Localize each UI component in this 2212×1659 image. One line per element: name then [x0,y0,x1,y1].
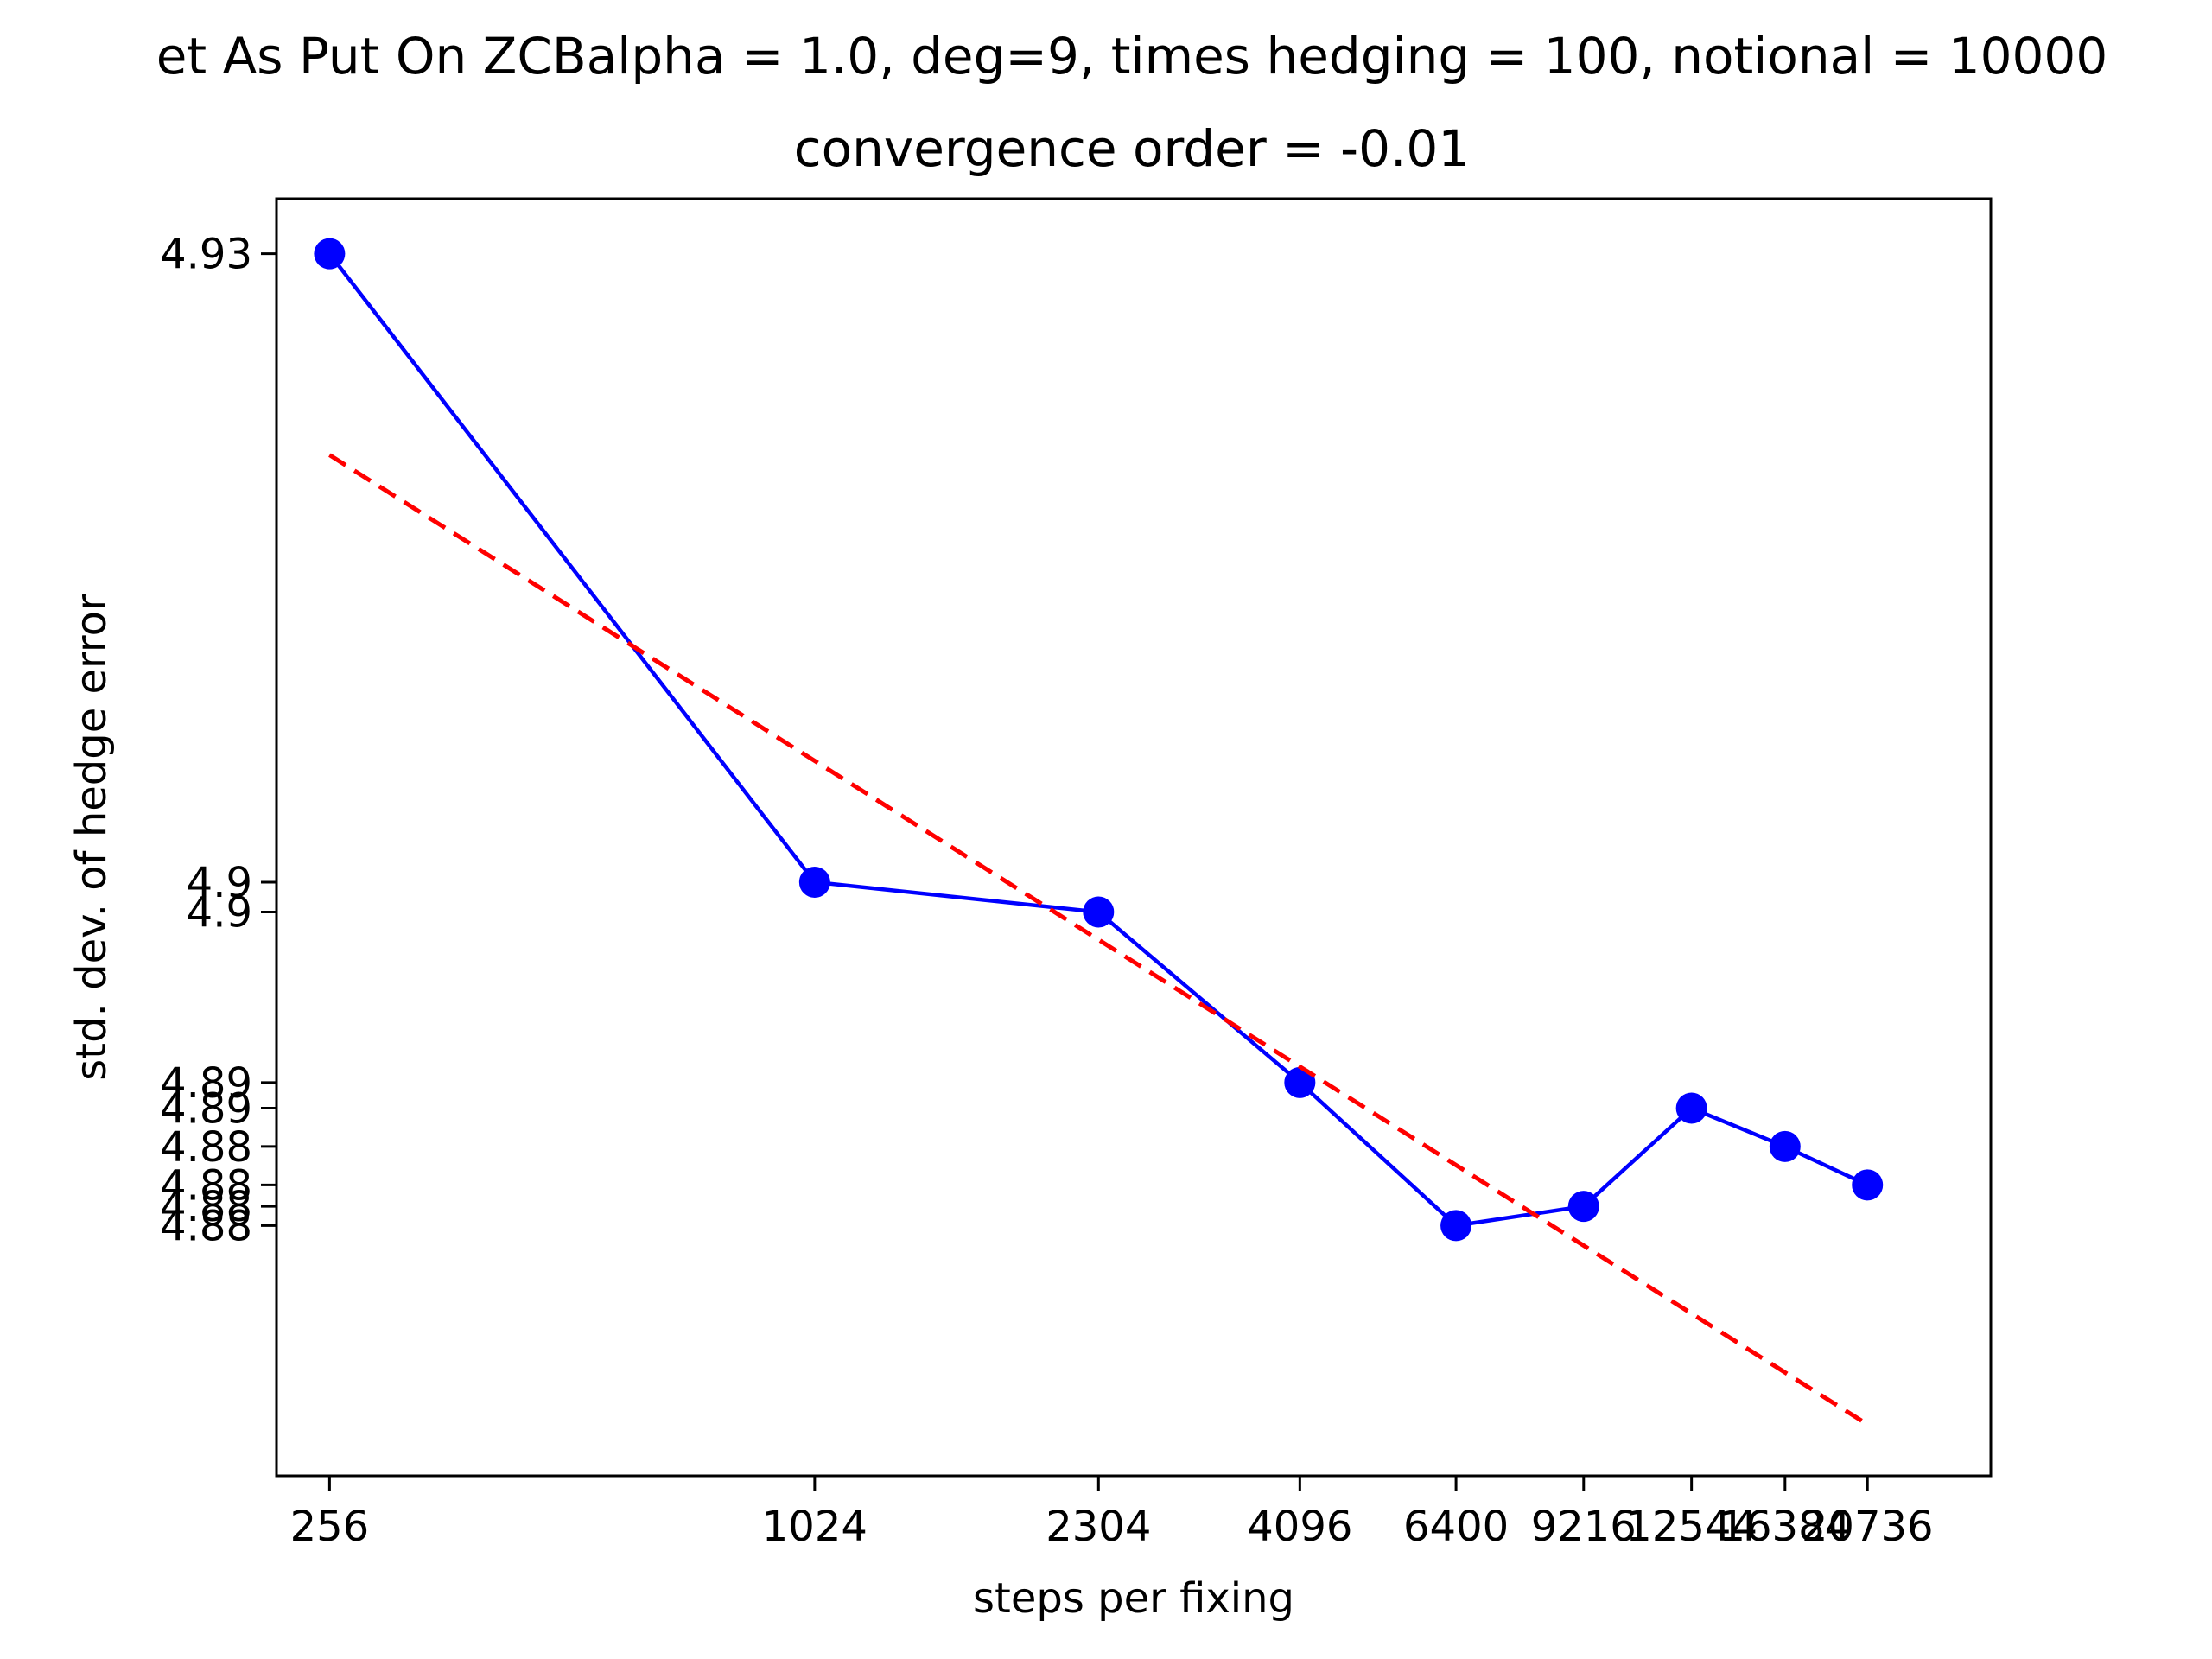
x-tick-label: 1024 [762,1503,868,1551]
data-point [314,238,346,270]
y-tick-label: 4.88 [160,1183,252,1231]
y-axis-label: std. dev. of hedge error [67,594,116,1081]
y-tick-label: 4.9 [187,888,252,937]
x-tick-label: 2304 [1046,1503,1151,1551]
data-point [1083,896,1115,928]
chart-title: et As Put On ZCBalpha = 1.0, deg=9, time… [156,27,2108,86]
data-point [1567,1191,1599,1223]
y-tick-label: 4.93 [160,231,252,279]
chart-subtitle: convergence order = -0.01 [794,119,1470,178]
data-point [1769,1130,1801,1162]
data-point [1284,1066,1316,1098]
y-tick-label: 4.88 [160,1123,252,1172]
x-tick-label: 256 [290,1503,370,1551]
y-tick-label: 4.88 [160,1161,252,1210]
y-tick-label: 4.88 [160,1202,252,1250]
y-axis: 4.934.94.94.894.894.884.884.884.88 [160,231,276,1250]
data-point [1440,1210,1472,1242]
x-tick-label: 9216 [1531,1503,1637,1551]
data-point [798,866,830,898]
x-tick-label: 20736 [1802,1503,1934,1551]
x-tick-label: 4096 [1247,1503,1352,1551]
x-tick-label: 12544 [1625,1503,1758,1551]
y-tick-label: 4.89 [160,1059,252,1108]
data-point [1852,1169,1884,1201]
plot-area [275,197,1993,1478]
y-tick-label: 4.89 [160,1084,252,1133]
y-tick-label: 4.9 [187,859,252,907]
x-tick-label: 6400 [1403,1503,1509,1551]
fit-line [328,453,1869,1427]
data-point [1675,1092,1707,1124]
plot-layer [314,238,1884,1427]
x-axis-label: steps per fixing [973,1574,1294,1623]
x-tick-label: 16384 [1719,1503,1851,1551]
